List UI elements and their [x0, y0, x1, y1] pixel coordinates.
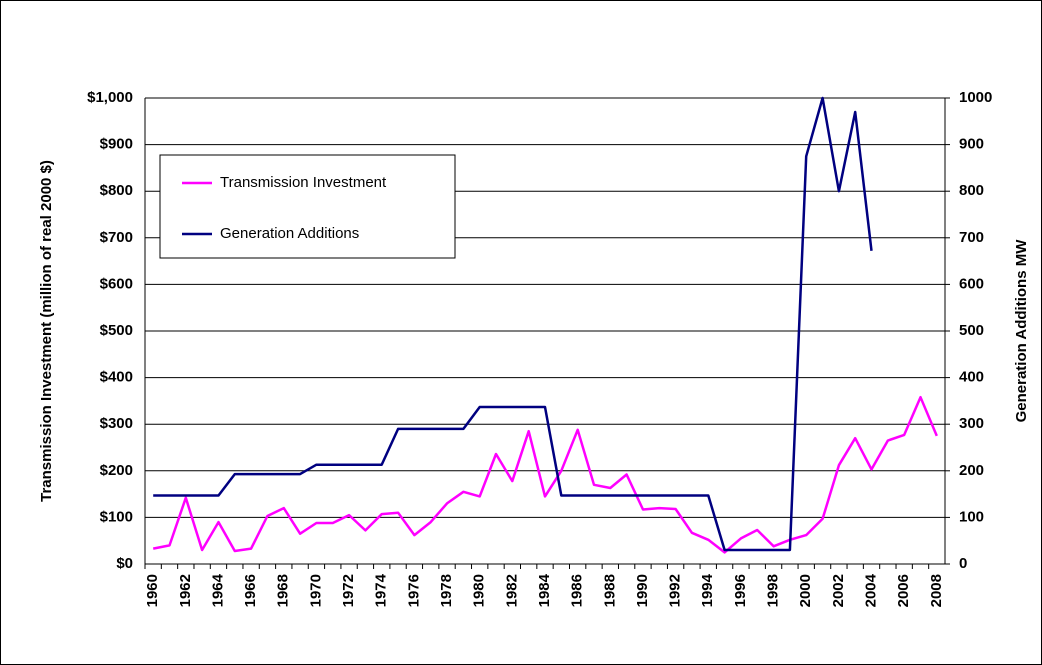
series-line	[152, 395, 938, 554]
x-tick-label: 1964	[209, 573, 226, 607]
y2-tick-label: 1000	[959, 89, 992, 106]
y2-tick-label: 100	[959, 508, 984, 525]
y-tick-label: $700	[100, 229, 133, 246]
x-tick-label: 1990	[634, 574, 651, 607]
x-tick-label: 1972	[340, 574, 357, 607]
y2-axis-label: Generation Additions MW	[1013, 239, 1030, 423]
x-tick-label: 2002	[830, 574, 847, 607]
y2-tick-label: 800	[959, 182, 984, 199]
x-tick-label: 1988	[601, 574, 618, 607]
x-tick-label: 1992	[667, 574, 684, 607]
y2-tick-label: 300	[959, 415, 984, 432]
x-tick-label: 1960	[144, 574, 161, 607]
x-tick-label: 1966	[242, 574, 259, 607]
legend-box	[159, 154, 456, 259]
x-tick-label: 2008	[928, 574, 945, 607]
x-tick-label: 1994	[699, 573, 716, 607]
series-line	[153, 96, 873, 552]
legend-label: Transmission Investment	[220, 174, 387, 191]
y-tick-label: $0	[116, 555, 133, 572]
y-tick-label: $400	[100, 369, 133, 386]
x-tick-label: 2006	[895, 574, 912, 607]
y-tick-label: $500	[100, 322, 133, 339]
x-tick-label: 1978	[438, 574, 455, 607]
y2-tick-label: 500	[959, 322, 984, 339]
y-axis-label: Transmission Investment (million of real…	[38, 160, 55, 502]
x-tick-label: 2000	[797, 574, 814, 607]
y-tick-label: $800	[100, 182, 133, 199]
y2-tick-label: 900	[959, 136, 984, 153]
x-tick-label: 1984	[536, 573, 553, 607]
y2-tick-label: 200	[959, 462, 984, 479]
y2-tick-label: 400	[959, 369, 984, 386]
y2-tick-label: 0	[959, 555, 967, 572]
y-tick-label: $900	[100, 136, 133, 153]
x-tick-label: 1976	[405, 574, 422, 607]
y2-tick-label: 700	[959, 229, 984, 246]
x-tick-label: 1974	[373, 573, 390, 607]
y2-tick-label: 600	[959, 275, 984, 292]
x-tick-label: 1980	[471, 574, 488, 607]
x-tick-label: 1998	[765, 574, 782, 607]
x-tick-label: 1982	[503, 574, 520, 607]
legend-label: Generation Additions	[220, 225, 359, 242]
x-tick-label: 1970	[307, 574, 324, 607]
y-tick-label: $200	[100, 462, 133, 479]
x-tick-label: 2004	[862, 573, 879, 607]
y-tick-label: $1,000	[87, 89, 133, 106]
x-tick-label: 1962	[177, 574, 194, 607]
y-tick-label: $300	[100, 415, 133, 432]
x-tick-label: 1996	[732, 574, 749, 607]
y-tick-label: $100	[100, 508, 133, 525]
y-tick-label: $600	[100, 275, 133, 292]
x-tick-label: 1968	[275, 574, 292, 607]
x-tick-label: 1986	[569, 574, 586, 607]
